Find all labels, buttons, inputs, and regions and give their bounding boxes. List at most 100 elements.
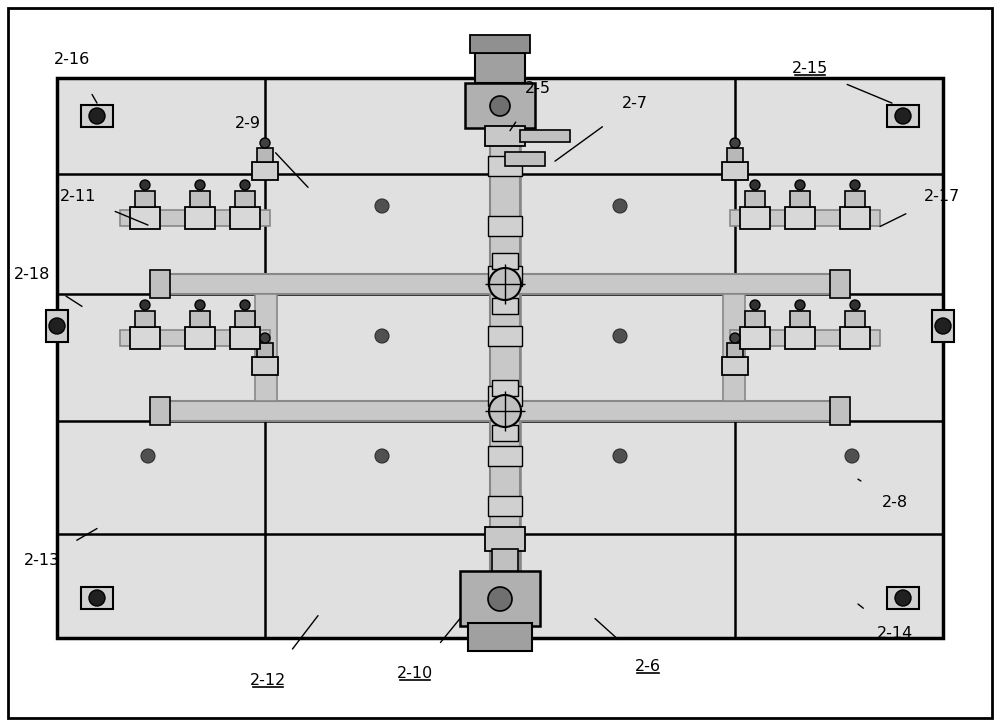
Bar bbox=[230, 207, 260, 229]
Bar bbox=[46, 310, 68, 342]
Circle shape bbox=[850, 300, 860, 310]
Bar bbox=[230, 327, 260, 349]
Bar bbox=[830, 397, 850, 425]
Bar bbox=[81, 105, 113, 127]
Circle shape bbox=[730, 138, 740, 148]
Bar bbox=[840, 327, 870, 349]
Bar bbox=[830, 270, 850, 298]
Bar bbox=[723, 294, 745, 401]
Bar bbox=[887, 105, 919, 127]
Bar bbox=[235, 191, 255, 207]
Circle shape bbox=[141, 449, 155, 463]
Circle shape bbox=[240, 180, 250, 190]
Circle shape bbox=[613, 199, 627, 213]
Circle shape bbox=[141, 329, 155, 343]
Text: 2-13: 2-13 bbox=[24, 553, 60, 568]
Bar bbox=[722, 357, 748, 375]
Bar bbox=[492, 298, 518, 314]
Bar bbox=[745, 191, 765, 207]
Bar bbox=[730, 210, 880, 226]
Bar bbox=[130, 207, 160, 229]
Text: 2-7: 2-7 bbox=[622, 96, 648, 110]
Bar bbox=[150, 270, 170, 298]
Circle shape bbox=[240, 300, 250, 310]
Text: 2-18: 2-18 bbox=[14, 267, 50, 282]
Text: 2-5: 2-5 bbox=[525, 81, 551, 96]
Bar bbox=[460, 571, 540, 626]
Bar bbox=[785, 207, 815, 229]
Bar bbox=[57, 78, 943, 638]
Bar bbox=[488, 266, 522, 286]
Bar bbox=[785, 327, 815, 349]
Circle shape bbox=[89, 108, 105, 124]
Bar bbox=[520, 130, 570, 142]
Bar bbox=[730, 330, 880, 346]
Bar bbox=[252, 357, 278, 375]
Circle shape bbox=[89, 590, 105, 606]
Bar bbox=[740, 327, 770, 349]
Circle shape bbox=[489, 268, 521, 300]
Circle shape bbox=[895, 590, 911, 606]
Bar bbox=[745, 311, 765, 327]
Circle shape bbox=[613, 449, 627, 463]
Circle shape bbox=[795, 180, 805, 190]
Bar bbox=[465, 83, 535, 128]
Text: 2-8: 2-8 bbox=[882, 495, 908, 510]
Bar bbox=[492, 380, 518, 396]
Bar bbox=[727, 148, 743, 162]
Text: 2-11: 2-11 bbox=[60, 189, 96, 203]
Circle shape bbox=[141, 199, 155, 213]
Text: 2-16: 2-16 bbox=[54, 52, 90, 67]
Text: 2-12: 2-12 bbox=[250, 674, 286, 688]
Bar bbox=[488, 446, 522, 466]
Bar bbox=[185, 327, 215, 349]
Circle shape bbox=[49, 318, 65, 334]
Circle shape bbox=[489, 395, 521, 427]
Bar bbox=[257, 148, 273, 162]
Circle shape bbox=[935, 318, 951, 334]
Bar bbox=[468, 623, 532, 651]
Bar bbox=[488, 156, 522, 176]
Bar bbox=[160, 401, 840, 421]
Bar bbox=[190, 191, 210, 207]
Bar bbox=[488, 216, 522, 236]
Circle shape bbox=[490, 96, 510, 116]
Bar bbox=[488, 496, 522, 516]
Circle shape bbox=[845, 449, 859, 463]
Circle shape bbox=[375, 449, 389, 463]
Text: 2-15: 2-15 bbox=[792, 62, 828, 76]
Circle shape bbox=[260, 138, 270, 148]
Text: 2-17: 2-17 bbox=[924, 189, 960, 203]
Circle shape bbox=[850, 180, 860, 190]
Bar bbox=[150, 397, 170, 425]
Bar bbox=[120, 330, 270, 346]
Bar bbox=[135, 191, 155, 207]
Bar bbox=[722, 162, 748, 180]
Text: 2-14: 2-14 bbox=[877, 626, 913, 640]
Bar bbox=[135, 311, 155, 327]
Bar bbox=[470, 35, 530, 53]
Bar bbox=[492, 549, 518, 571]
Circle shape bbox=[845, 199, 859, 213]
Circle shape bbox=[140, 180, 150, 190]
Bar bbox=[492, 425, 518, 441]
Circle shape bbox=[195, 300, 205, 310]
Bar bbox=[257, 343, 273, 357]
Bar bbox=[160, 274, 840, 294]
Bar bbox=[887, 587, 919, 609]
Bar bbox=[475, 53, 525, 83]
Circle shape bbox=[750, 180, 760, 190]
Bar bbox=[505, 152, 545, 166]
Bar bbox=[740, 207, 770, 229]
Bar bbox=[120, 210, 270, 226]
Bar bbox=[932, 310, 954, 342]
Bar bbox=[130, 327, 160, 349]
Circle shape bbox=[795, 300, 805, 310]
Circle shape bbox=[895, 108, 911, 124]
Bar bbox=[81, 587, 113, 609]
Circle shape bbox=[375, 329, 389, 343]
Bar bbox=[252, 162, 278, 180]
Bar bbox=[485, 126, 525, 146]
Bar bbox=[488, 386, 522, 406]
Bar bbox=[190, 311, 210, 327]
